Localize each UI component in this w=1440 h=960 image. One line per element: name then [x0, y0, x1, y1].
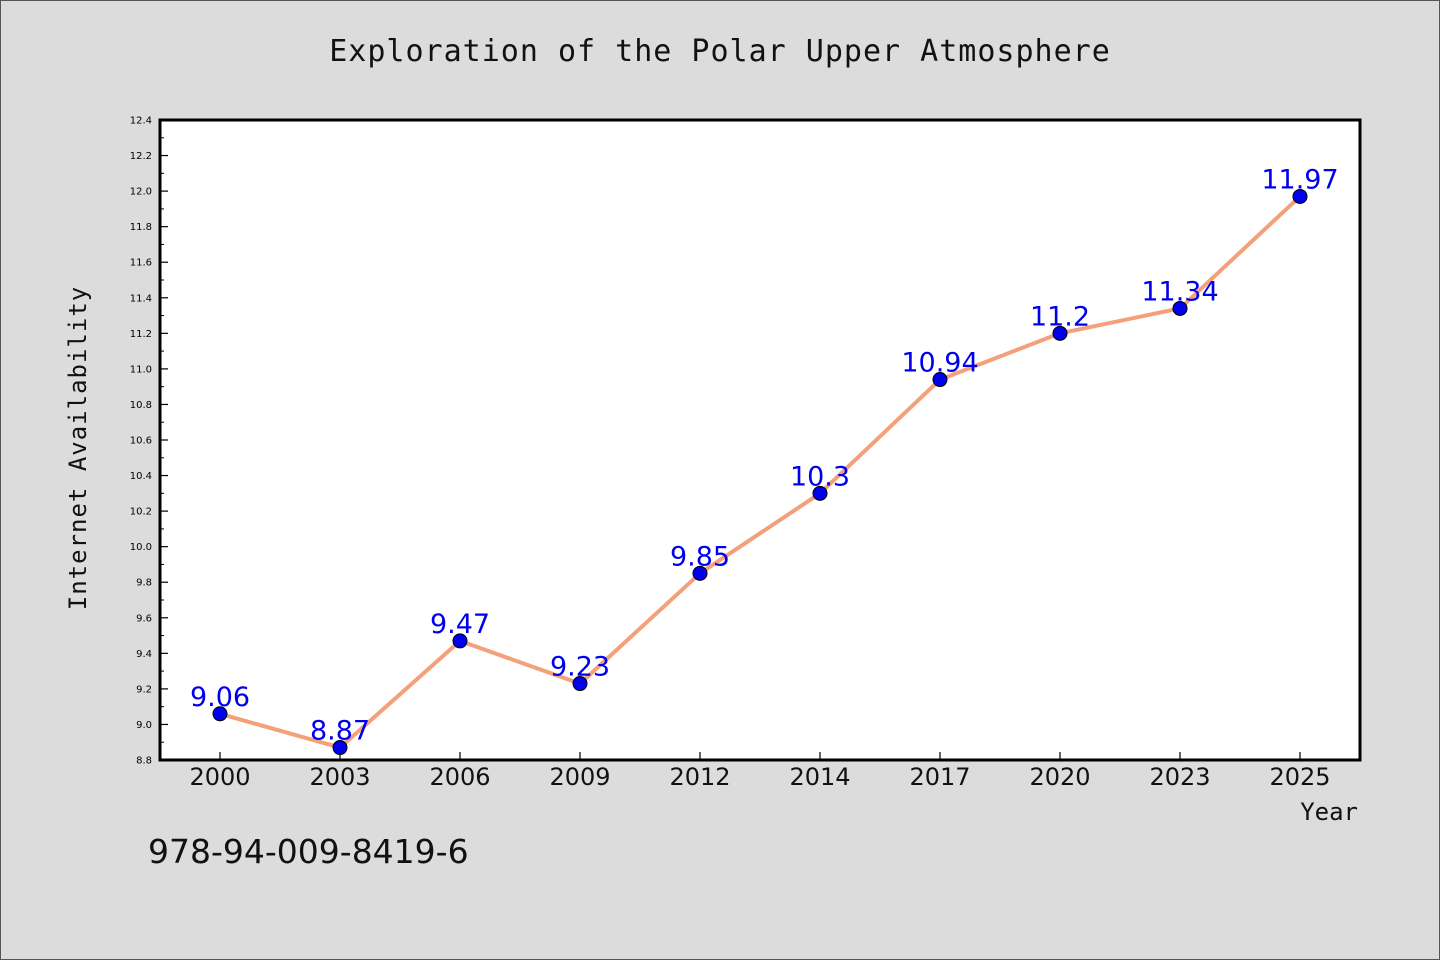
data-point	[1172, 300, 1188, 316]
data-label: 11.97	[1261, 164, 1338, 195]
data-point	[452, 633, 468, 649]
x-tick-label: 2020	[1029, 763, 1090, 791]
y-tick-label: 12.2	[130, 151, 152, 162]
data-label: 8.87	[310, 716, 370, 747]
x-tick-label: 2014	[789, 763, 850, 791]
y-tick-label: 10.0	[130, 542, 152, 553]
chart-title: Exploration of the Polar Upper Atmospher…	[329, 34, 1111, 69]
y-tick-label: 11.2	[130, 329, 152, 340]
y-tick-label: 12.0	[130, 187, 152, 198]
y-tick-label: 10.8	[130, 400, 152, 411]
y-tick-label: 10.6	[130, 436, 152, 447]
y-tick-label: 12.4	[130, 116, 152, 127]
data-point	[812, 485, 828, 501]
y-axis-ticks: 8.8 9.0 9.2 9.4 9.6 9.8 10.0 10.2 10.4 10.6 10.8 11…	[130, 116, 168, 767]
data-point	[332, 740, 348, 756]
x-tick-label: 2017	[909, 763, 970, 791]
data-label: 9.47	[430, 609, 490, 640]
y-tick-label: 9.2	[136, 684, 152, 695]
y-tick-label: 10.4	[130, 471, 152, 482]
y-tick-label: 10.2	[130, 507, 152, 518]
data-label: 10.3	[790, 461, 850, 492]
data-label: 9.06	[190, 682, 250, 713]
y-tick-label: 11.0	[130, 364, 152, 375]
y-tick-label: 9.6	[136, 613, 152, 624]
y-tick-label: 9.8	[136, 578, 152, 589]
y-tick-label: 9.0	[136, 720, 152, 731]
y-tick-label: 11.6	[130, 258, 152, 269]
x-tick-label: 2000	[189, 763, 250, 791]
x-tick-label: 2009	[549, 763, 610, 791]
y-tick-label: 9.4	[136, 649, 152, 660]
isbn-text: 978-94-009-8419-6	[148, 832, 469, 871]
y-tick-label: 11.4	[130, 293, 152, 304]
data-point	[692, 565, 708, 581]
data-point	[1292, 188, 1308, 204]
x-tick-label: 2003	[309, 763, 370, 791]
plot-border	[158, 118, 1362, 762]
data-markers	[212, 188, 1308, 756]
data-labels: 9.06 8.87 9.47 9.23 9.85 10.3 10.94 11.2 11.34 11…	[190, 164, 1339, 746]
y-tick-label: 8.8	[136, 756, 152, 767]
x-tick-label: 2023	[1149, 763, 1210, 791]
data-label: 9.85	[670, 541, 730, 572]
x-axis-ticks: 2000 2003 2006 2009 2012 2014 2017 2020 2023 2025	[189, 752, 1331, 791]
y-axis-title: Internet Availability	[64, 286, 92, 610]
series-line	[218, 194, 1302, 750]
data-label: 10.94	[901, 348, 978, 379]
x-tick-label: 2012	[669, 763, 730, 791]
x-axis-title: Year	[1300, 798, 1358, 826]
data-point	[572, 676, 588, 692]
data-point	[1052, 325, 1068, 341]
data-point	[932, 372, 948, 388]
data-label: 11.34	[1141, 276, 1218, 307]
data-point	[212, 706, 228, 722]
x-tick-label: 2025	[1269, 763, 1330, 791]
data-label: 9.23	[550, 652, 610, 683]
y-tick-label: 11.8	[130, 222, 152, 233]
data-label: 11.2	[1030, 301, 1090, 332]
plot-area	[160, 120, 1360, 760]
x-tick-label: 2006	[429, 763, 490, 791]
